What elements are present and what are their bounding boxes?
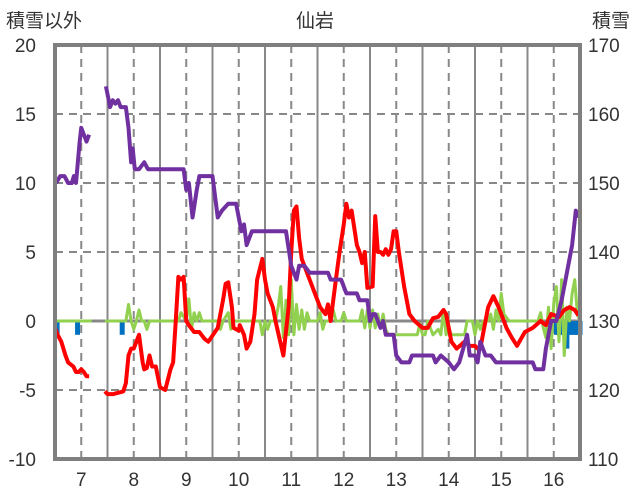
left-tick-label: 20: [15, 36, 36, 57]
left-tick-label: 5: [25, 243, 36, 264]
left-tick-label: -5: [19, 381, 36, 402]
snowfall-bar: [567, 321, 572, 335]
x-tick-label: 10: [228, 470, 249, 491]
left-axis-title: 積雪以外: [6, 10, 83, 32]
snowfall-bar: [569, 321, 575, 335]
x-tick-label: 13: [386, 470, 407, 491]
x-tick-label: 9: [181, 470, 192, 491]
precipitation-line: [104, 278, 582, 357]
left-tick-label: 10: [15, 174, 36, 195]
left-tick-label: 15: [15, 105, 36, 126]
chart-title: 仙岩: [296, 10, 335, 32]
snowfall-bar: [553, 321, 559, 335]
right-tick-label: 170: [588, 36, 620, 57]
x-tick-label: 16: [543, 470, 564, 491]
plot-frame: [53, 43, 582, 461]
snow_depth-line: [103, 86, 581, 372]
right-axis-title: 積雪: [592, 10, 631, 32]
snowfall-bar: [574, 321, 580, 335]
x-tick-label: 7: [76, 470, 87, 491]
snowfall-bar: [75, 321, 81, 335]
right-tick-label: 110: [588, 450, 618, 471]
snowfall-bar: [572, 321, 578, 335]
right-tick-label: 120: [588, 381, 620, 402]
left-tick-label: -10: [9, 450, 36, 471]
right-tick-label: 140: [588, 243, 620, 264]
x-tick-label: 11: [281, 470, 301, 491]
x-tick-label: 12: [333, 470, 354, 491]
x-tick-label: 15: [491, 470, 512, 491]
temperature-line: [103, 201, 581, 397]
right-tick-label: 150: [588, 174, 620, 195]
temperature-line: [53, 327, 90, 379]
snow_depth-line: [54, 125, 91, 185]
right-tick-label: 130: [588, 312, 620, 333]
left-tick-label: 0: [25, 312, 36, 333]
snowfall-bar: [119, 321, 125, 335]
right-tick-label: 160: [588, 105, 620, 126]
snowfall-bar: [559, 321, 565, 335]
x-tick-label: 14: [438, 470, 460, 491]
x-tick-label: 8: [128, 470, 139, 491]
